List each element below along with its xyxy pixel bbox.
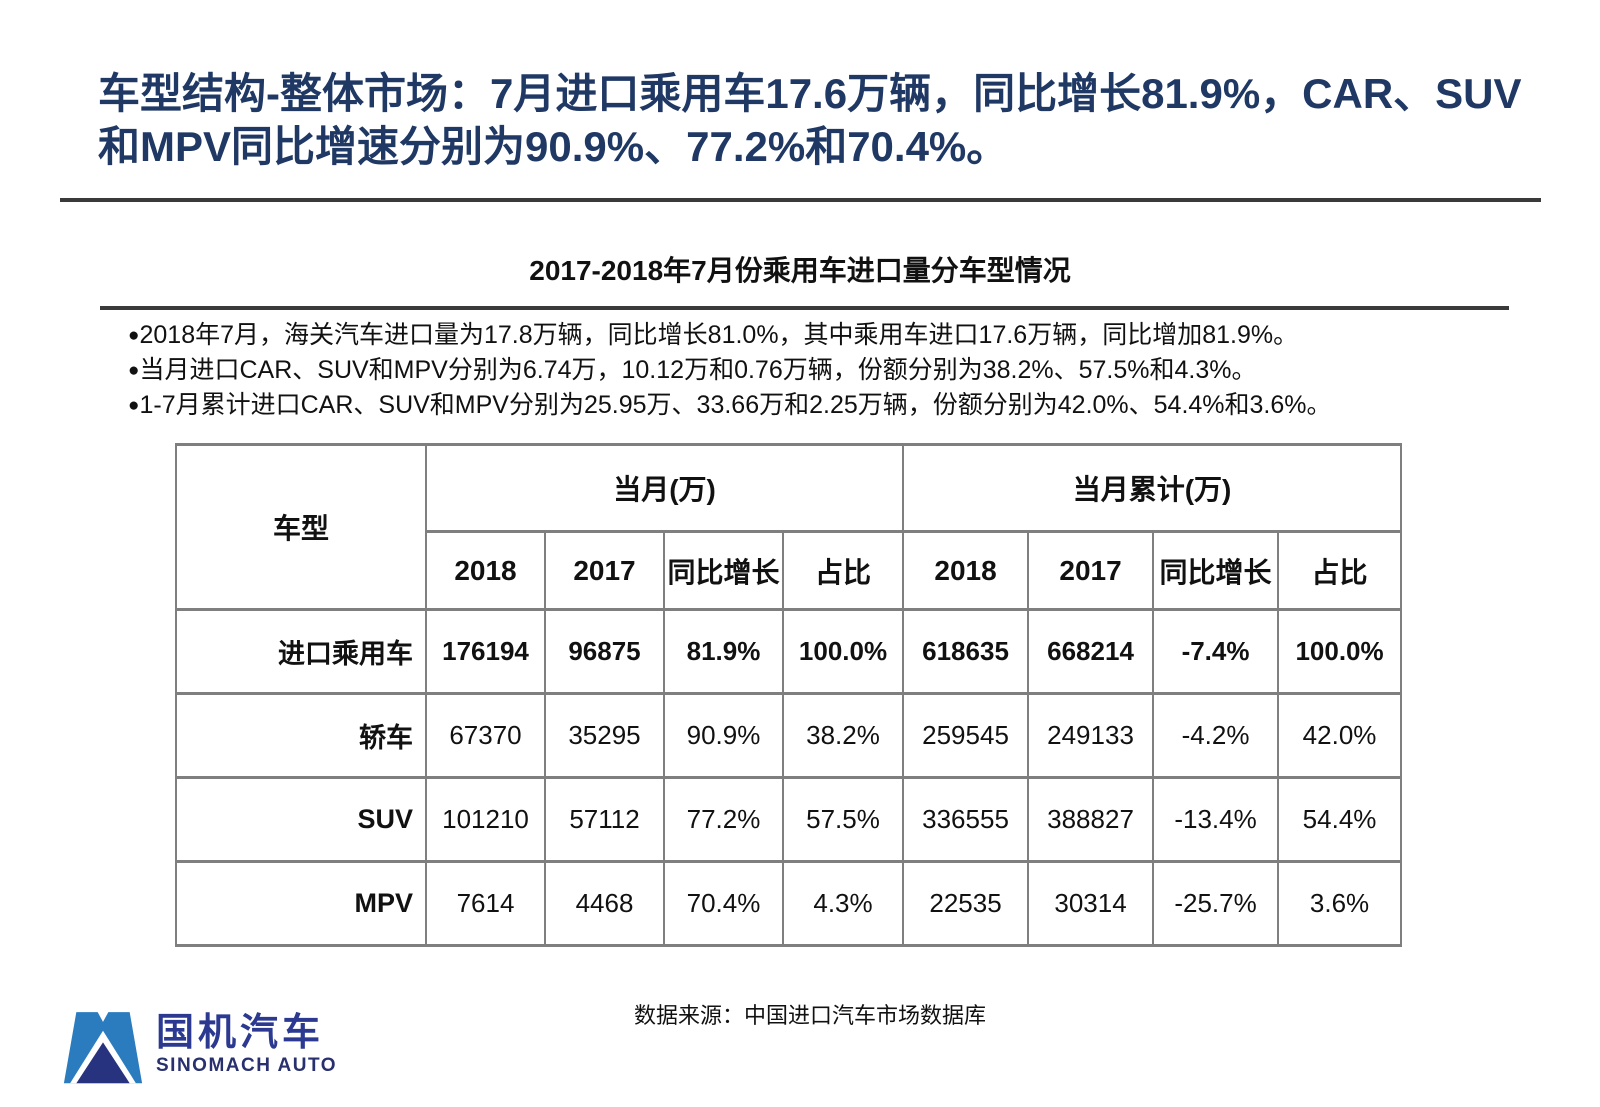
cell: -25.7% — [1152, 860, 1280, 947]
cell: 100.0% — [781, 608, 905, 695]
cell: 67370 — [425, 692, 546, 779]
logo-subtitle: SINOMACH AUTO — [156, 1055, 337, 1076]
cell: -4.2% — [1152, 692, 1280, 779]
column-header-yoy: 同比增长 — [1152, 530, 1280, 611]
cell: 22535 — [902, 860, 1030, 947]
cell: 81.9% — [663, 608, 784, 695]
cell: 4.3% — [781, 860, 905, 947]
cell: 57112 — [544, 776, 665, 863]
bullet-item: ●2018年7月，海关汽车进口量为17.8万辆，同比增长81.0%，其中乘用车进… — [128, 318, 1528, 353]
bullet-item: ●1-7月累计进口CAR、SUV和MPV分别为25.95万、33.66万和2.2… — [128, 388, 1528, 423]
column-header-model: 车型 — [175, 443, 427, 611]
column-header-2018: 2018 — [425, 530, 546, 611]
table-row-suv: SUV 101210 57112 77.2% 57.5% 336555 3888… — [175, 776, 1403, 863]
cell: 77.2% — [663, 776, 784, 863]
column-header-yoy: 同比增长 — [663, 530, 784, 611]
cell: 70.4% — [663, 860, 784, 947]
bullet-item: ●当月进口CAR、SUV和MPV分别为6.74万，10.12万和0.76万辆，份… — [128, 353, 1528, 388]
cell: 100.0% — [1277, 608, 1403, 695]
bullet-list: ●2018年7月，海关汽车进口量为17.8万辆，同比增长81.0%，其中乘用车进… — [128, 318, 1528, 423]
logo-text: 国机汽车 SINOMACH AUTO — [156, 1012, 337, 1078]
column-header-share: 占比 — [781, 530, 905, 611]
cell: 90.9% — [663, 692, 784, 779]
bullet-icon: ● — [128, 360, 140, 381]
table-subheader-row: 2018 2017 同比增长 占比 2018 2017 同比增长 占比 — [176, 530, 1403, 611]
column-group-current-month: 当月(万) — [424, 443, 905, 533]
logo-name: 国机汽车 — [156, 1012, 325, 1054]
table-group-header-row: 车型 当月(万) 当月累计(万) — [175, 443, 1403, 611]
cell: 4468 — [544, 860, 665, 947]
cell: 336555 — [902, 776, 1030, 863]
company-logo: 国机汽车 SINOMACH AUTO — [58, 1005, 337, 1085]
column-header-share: 占比 — [1277, 530, 1403, 611]
cell: -13.4% — [1152, 776, 1280, 863]
column-group-cumulative: 当月累计(万) — [902, 443, 1403, 533]
cell: 30314 — [1027, 860, 1155, 947]
bullet-text: 1-7月累计进口CAR、SUV和MPV分别为25.95万、33.66万和2.25… — [139, 391, 1332, 419]
bullet-icon: ● — [128, 325, 140, 346]
sinomach-mountain-icon — [63, 1012, 143, 1084]
row-label: MPV — [175, 860, 427, 947]
cell: 249133 — [1027, 692, 1155, 779]
cell: 54.4% — [1277, 776, 1403, 863]
cell: 7614 — [425, 860, 546, 947]
page-title: 车型结构-整体市场：7月进口乘用车17.6万辆，同比增长81.9%，CAR、SU… — [98, 70, 1522, 170]
cell: 668214 — [1027, 608, 1155, 695]
column-header-2017: 2017 — [544, 530, 665, 611]
table-row-sedan: 轿车 67370 35295 90.9% 38.2% 259545 249133… — [175, 692, 1403, 779]
row-label: SUV — [175, 776, 427, 863]
row-label: 轿车 — [175, 692, 427, 779]
cell: 42.0% — [1277, 692, 1403, 779]
cell: 38.2% — [781, 692, 905, 779]
row-label: 进口乘用车 — [175, 608, 427, 695]
cell: 101210 — [425, 776, 546, 863]
cell: 388827 — [1027, 776, 1155, 863]
cell: 35295 — [544, 692, 665, 779]
table-row-imported-passenger-cars: 进口乘用车 176194 96875 81.9% 100.0% 618635 6… — [175, 608, 1403, 695]
bullet-text: 2018年7月，海关汽车进口量为17.8万辆，同比增长81.0%，其中乘用车进口… — [139, 321, 1299, 349]
bullet-icon: ● — [128, 395, 140, 416]
table-row-mpv: MPV 7614 4468 70.4% 4.3% 22535 30314 -25… — [175, 860, 1403, 947]
column-header-2017: 2017 — [1027, 530, 1155, 611]
data-table: 车型 当月(万) 当月累计(万) 2018 2017 同比增长 占比 2018 … — [175, 443, 1403, 947]
data-source-note: 数据来源：中国进口汽车市场数据库 — [633, 1003, 986, 1028]
cell: 176194 — [425, 608, 546, 695]
cell: 618635 — [902, 608, 1030, 695]
section-divider — [100, 306, 1509, 310]
cell: 3.6% — [1277, 860, 1403, 947]
cell: 259545 — [902, 692, 1030, 779]
column-header-2018: 2018 — [902, 530, 1030, 611]
cell: 57.5% — [781, 776, 905, 863]
cell: -7.4% — [1152, 608, 1280, 695]
section-title: 2017-2018年7月份乘用车进口量分车型情况 — [529, 255, 1071, 286]
cell: 96875 — [544, 608, 665, 695]
title-divider — [60, 198, 1541, 202]
bullet-text: 当月进口CAR、SUV和MPV分别为6.74万，10.12万和0.76万辆，份额… — [139, 356, 1257, 384]
